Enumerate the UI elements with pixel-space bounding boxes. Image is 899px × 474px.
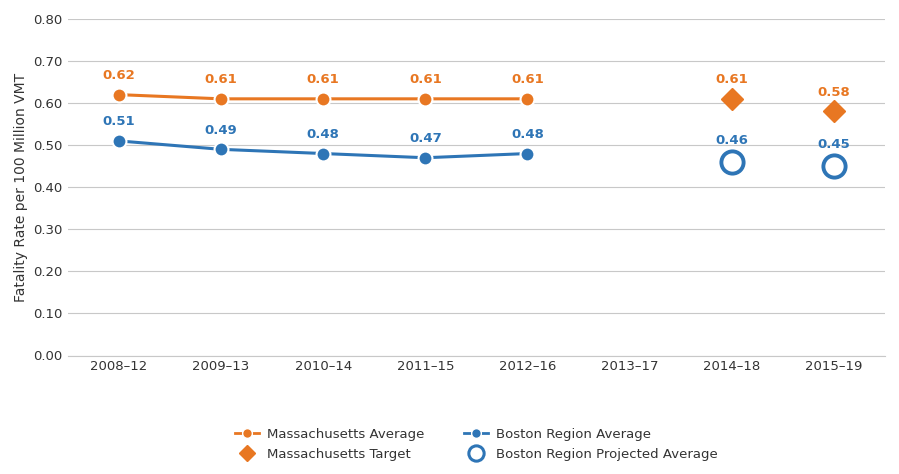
Text: 0.58: 0.58 [818,86,850,99]
Legend: Massachusetts Average, Massachusetts Target, Boston Region Average, Boston Regio: Massachusetts Average, Massachusetts Tar… [230,423,723,466]
Text: 0.47: 0.47 [409,132,441,145]
Text: 0.49: 0.49 [205,124,237,137]
Text: 0.48: 0.48 [307,128,340,141]
Text: 0.61: 0.61 [409,73,441,86]
Text: 0.48: 0.48 [511,128,544,141]
Text: 0.61: 0.61 [307,73,340,86]
Text: 0.61: 0.61 [205,73,237,86]
Text: 0.46: 0.46 [716,134,748,146]
Text: 0.51: 0.51 [102,115,135,128]
Text: 0.62: 0.62 [102,69,135,82]
Y-axis label: Fatality Rate per 100 Million VMT: Fatality Rate per 100 Million VMT [13,73,28,302]
Text: 0.61: 0.61 [512,73,544,86]
Text: 0.45: 0.45 [818,138,850,151]
Text: 0.61: 0.61 [716,73,748,86]
